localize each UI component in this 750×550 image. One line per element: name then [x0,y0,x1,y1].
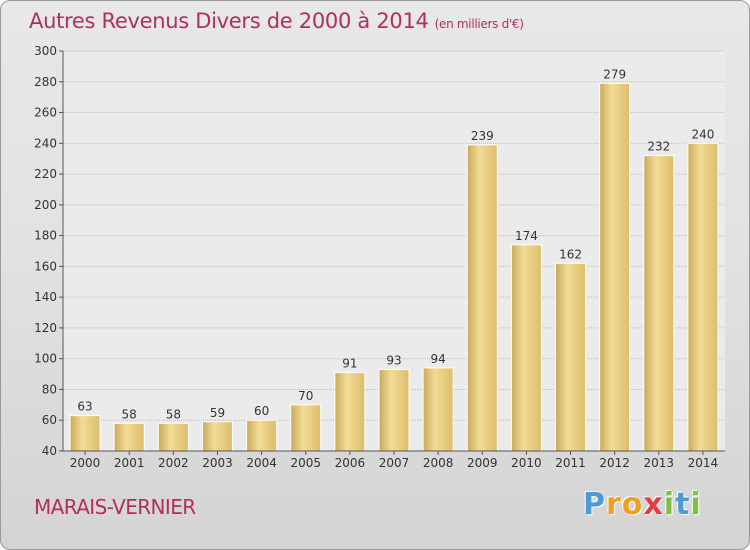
y-tick-label: 280 [34,75,57,89]
bar-value-label: 58 [166,407,181,421]
proxiti-logo: Proxiti [583,487,702,522]
bar [422,367,454,452]
logo-letter: P [583,487,606,522]
y-tick-label: 260 [34,106,57,120]
y-tick-label: 220 [34,167,57,181]
logo-letter: r [606,487,622,522]
x-tick-label: 2001 [114,456,145,470]
x-tick-label: 2003 [202,456,233,470]
logo-letter: o [621,487,644,522]
bar [378,368,410,452]
chart-title: Autres Revenus Divers de 2000 à 2014 (en … [29,9,524,33]
chart-unit: (en milliers d'€) [434,17,524,31]
bar-value-label: 174 [515,229,538,243]
bar [687,142,719,452]
bar [157,422,189,452]
bar [69,415,101,452]
y-tick-label: 80 [42,382,57,396]
x-tick-label: 2006 [335,456,366,470]
bar [510,244,542,452]
y-tick-label: 240 [34,136,57,150]
x-tick-label: 2010 [511,456,542,470]
y-tick-label: 160 [34,259,57,273]
bar-value-label: 91 [342,357,357,371]
x-tick-label: 2002 [158,456,189,470]
x-tick-label: 2005 [290,456,321,470]
bar-value-label: 63 [77,400,92,414]
y-tick-label: 40 [42,444,57,458]
y-tick-label: 60 [42,413,57,427]
bar-value-label: 59 [210,406,225,420]
x-tick-label: 2004 [246,456,277,470]
y-tick-label: 100 [34,352,57,366]
bar [113,422,145,452]
x-tick-label: 2012 [599,456,630,470]
y-tick-label: 300 [34,44,57,58]
logo-letter: x [643,487,664,522]
bar-value-label: 60 [254,404,269,418]
bar [334,372,366,452]
bar [555,262,587,452]
y-tick-label: 180 [34,229,57,243]
bar [201,421,233,452]
bar [290,404,322,452]
bar [466,144,498,452]
x-tick-label: 2011 [555,456,586,470]
bar-value-label: 70 [298,389,313,403]
y-tick-label: 120 [34,321,57,335]
logo-letter: i [663,487,676,522]
x-tick-label: 2014 [688,456,719,470]
place-name: MARAIS-VERNIER [34,495,196,519]
bar [643,155,675,452]
bar-value-label: 232 [647,140,670,154]
bar-value-label: 279 [603,67,626,81]
logo-letter: i [690,487,702,522]
bar-value-label: 94 [430,352,445,366]
bar [599,82,631,452]
y-tick-label: 140 [34,290,57,304]
y-tick-label: 200 [34,198,57,212]
bar-value-label: 240 [691,127,714,141]
x-tick-label: 2013 [644,456,675,470]
bar-value-label: 93 [386,353,401,367]
bar-value-label: 239 [471,129,494,143]
chart-title-text: Autres Revenus Divers de 2000 à 2014 [29,9,429,33]
bar-value-label: 162 [559,247,582,261]
bar-value-label: 58 [122,407,137,421]
bar [246,419,278,452]
x-tick-label: 2009 [467,456,498,470]
x-tick-label: 2000 [70,456,101,470]
x-tick-label: 2007 [379,456,410,470]
x-tick-label: 2008 [423,456,454,470]
logo-letter: t [675,487,691,522]
